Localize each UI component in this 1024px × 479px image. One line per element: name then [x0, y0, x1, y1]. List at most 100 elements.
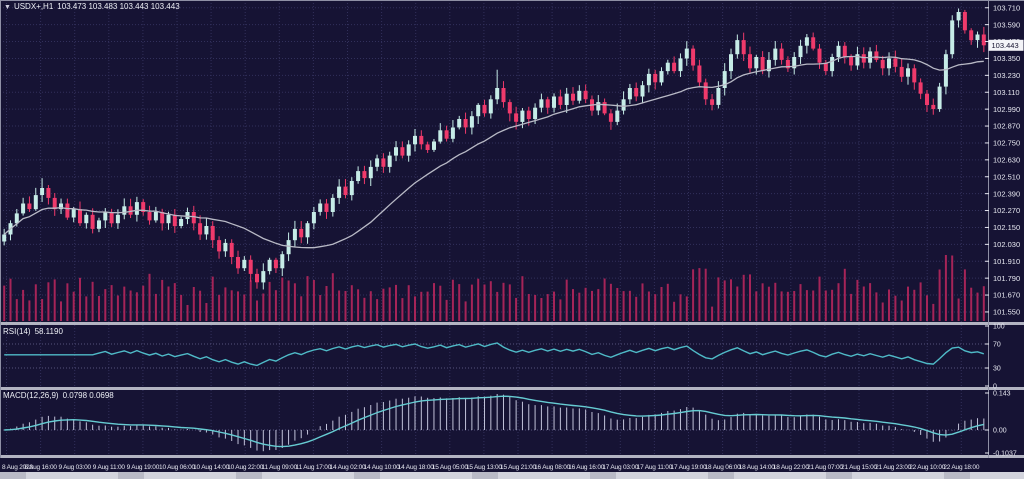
candle-body	[956, 12, 961, 21]
macd-tick: 0.143	[993, 391, 1011, 398]
candle-body	[210, 226, 215, 241]
time-tick: 10 Aug 22:00	[227, 464, 263, 471]
candle-body	[811, 37, 816, 49]
candle-body	[760, 57, 765, 72]
candle-body	[880, 59, 885, 69]
candle-body	[90, 214, 95, 229]
price-tick: 102.990	[993, 105, 1020, 114]
candle-body	[792, 57, 797, 69]
rsi-axis-labels[interactable]: 100 70 30 0	[985, 324, 1005, 391]
rsi-tick: 70	[993, 342, 1001, 349]
candle-body	[798, 45, 803, 58]
candle-body	[678, 58, 683, 72]
candle-body	[324, 203, 329, 212]
time-tick: 21 Aug 23:00	[875, 464, 911, 471]
candle-body	[741, 40, 746, 55]
candle-body	[627, 88, 632, 100]
price-tick: 102.630	[993, 156, 1020, 165]
time-tick: 21 Aug 15:00	[841, 464, 877, 471]
candle-body	[450, 127, 455, 139]
time-tick: 17 Aug 11:00	[637, 464, 673, 471]
candle-body	[97, 220, 101, 229]
candle-body	[236, 257, 240, 269]
price-tick: 102.150	[993, 223, 1020, 232]
time-tick: 17 Aug 03:00	[602, 464, 638, 471]
svg-text:103.443: 103.443	[992, 41, 1019, 50]
candle-body	[507, 102, 512, 114]
candle-body	[937, 86, 942, 110]
candle-body	[343, 186, 348, 195]
time-tick: 18 Aug 14:00	[739, 464, 775, 471]
candle-body	[387, 155, 392, 167]
candle-body	[634, 88, 639, 97]
candle-body	[84, 214, 89, 224]
candle-body	[255, 273, 259, 283]
candle-body	[608, 113, 613, 122]
candle-body	[444, 130, 449, 139]
price-tick: 102.270	[993, 206, 1020, 215]
candle-body	[596, 102, 601, 111]
macd-signal-line	[4, 395, 984, 448]
price-tick: 102.870	[993, 122, 1020, 131]
candle-body	[514, 113, 519, 122]
candle-body	[577, 90, 582, 101]
candle-body	[185, 212, 190, 219]
candle-body	[153, 212, 158, 221]
candle-body	[748, 54, 752, 69]
candle-body	[779, 48, 784, 60]
candle-body	[469, 116, 474, 128]
chart-title: ▼ USDX+,H1 103.473 103.483 103.443 103.443	[4, 2, 180, 11]
candle-body	[874, 51, 879, 60]
candles[interactable]	[2, 8, 986, 290]
candle-body	[394, 147, 398, 156]
candle-body	[438, 130, 443, 142]
candle-body	[691, 48, 696, 66]
price-tick: 102.390	[993, 189, 1020, 198]
ohlc-values: 103.473 103.483 103.443 103.443	[57, 2, 180, 11]
candle-body	[204, 226, 209, 235]
candle-body	[52, 197, 57, 210]
candle-body	[823, 62, 828, 72]
candle-body	[299, 228, 304, 238]
candle-body	[128, 206, 133, 215]
rsi-tick: 0	[993, 384, 997, 391]
candle-body	[141, 202, 146, 212]
macd-axis-labels[interactable]: 0.143 0.00 -0.1037	[985, 391, 1017, 458]
candle-body	[729, 54, 733, 72]
candle-body	[830, 57, 835, 72]
candle-body	[785, 59, 790, 69]
candle-body	[558, 96, 563, 105]
price-axis-labels[interactable]: 103.710103.590103.470103.350103.230103.1…	[985, 3, 1020, 317]
price-tick: 103.110	[993, 88, 1020, 97]
price-tick: 102.510	[993, 172, 1020, 181]
candle-body	[147, 212, 152, 221]
panel-resize-handle	[0, 387, 1024, 390]
candle-body	[684, 48, 689, 59]
candle-body	[526, 110, 531, 119]
volume-bars	[3, 255, 985, 321]
candle-body	[280, 254, 285, 269]
time-tick: 11 Aug 09:00	[262, 464, 298, 471]
rsi-tick: 100	[993, 324, 1005, 331]
macd-histogram	[9, 394, 985, 452]
price-tick: 102.030	[993, 240, 1020, 249]
candle-body	[375, 158, 380, 167]
candle-body	[855, 54, 860, 66]
time-tick: 18 Aug 06:00	[705, 464, 741, 471]
candle-body	[621, 99, 626, 111]
candle-body	[716, 88, 721, 105]
panel-dividers[interactable]	[0, 322, 1024, 458]
candle-body	[242, 259, 247, 269]
candle-body	[533, 107, 538, 119]
candle-body	[311, 212, 316, 224]
candle-body	[501, 88, 506, 103]
candle-body	[381, 158, 386, 167]
symbol-dropdown-icon[interactable]: ▼	[4, 4, 11, 11]
candle-body	[931, 104, 936, 110]
price-tick: 103.710	[993, 3, 1020, 12]
candle-body	[330, 197, 335, 212]
macd-values: 0.0798 0.0698	[62, 391, 114, 400]
